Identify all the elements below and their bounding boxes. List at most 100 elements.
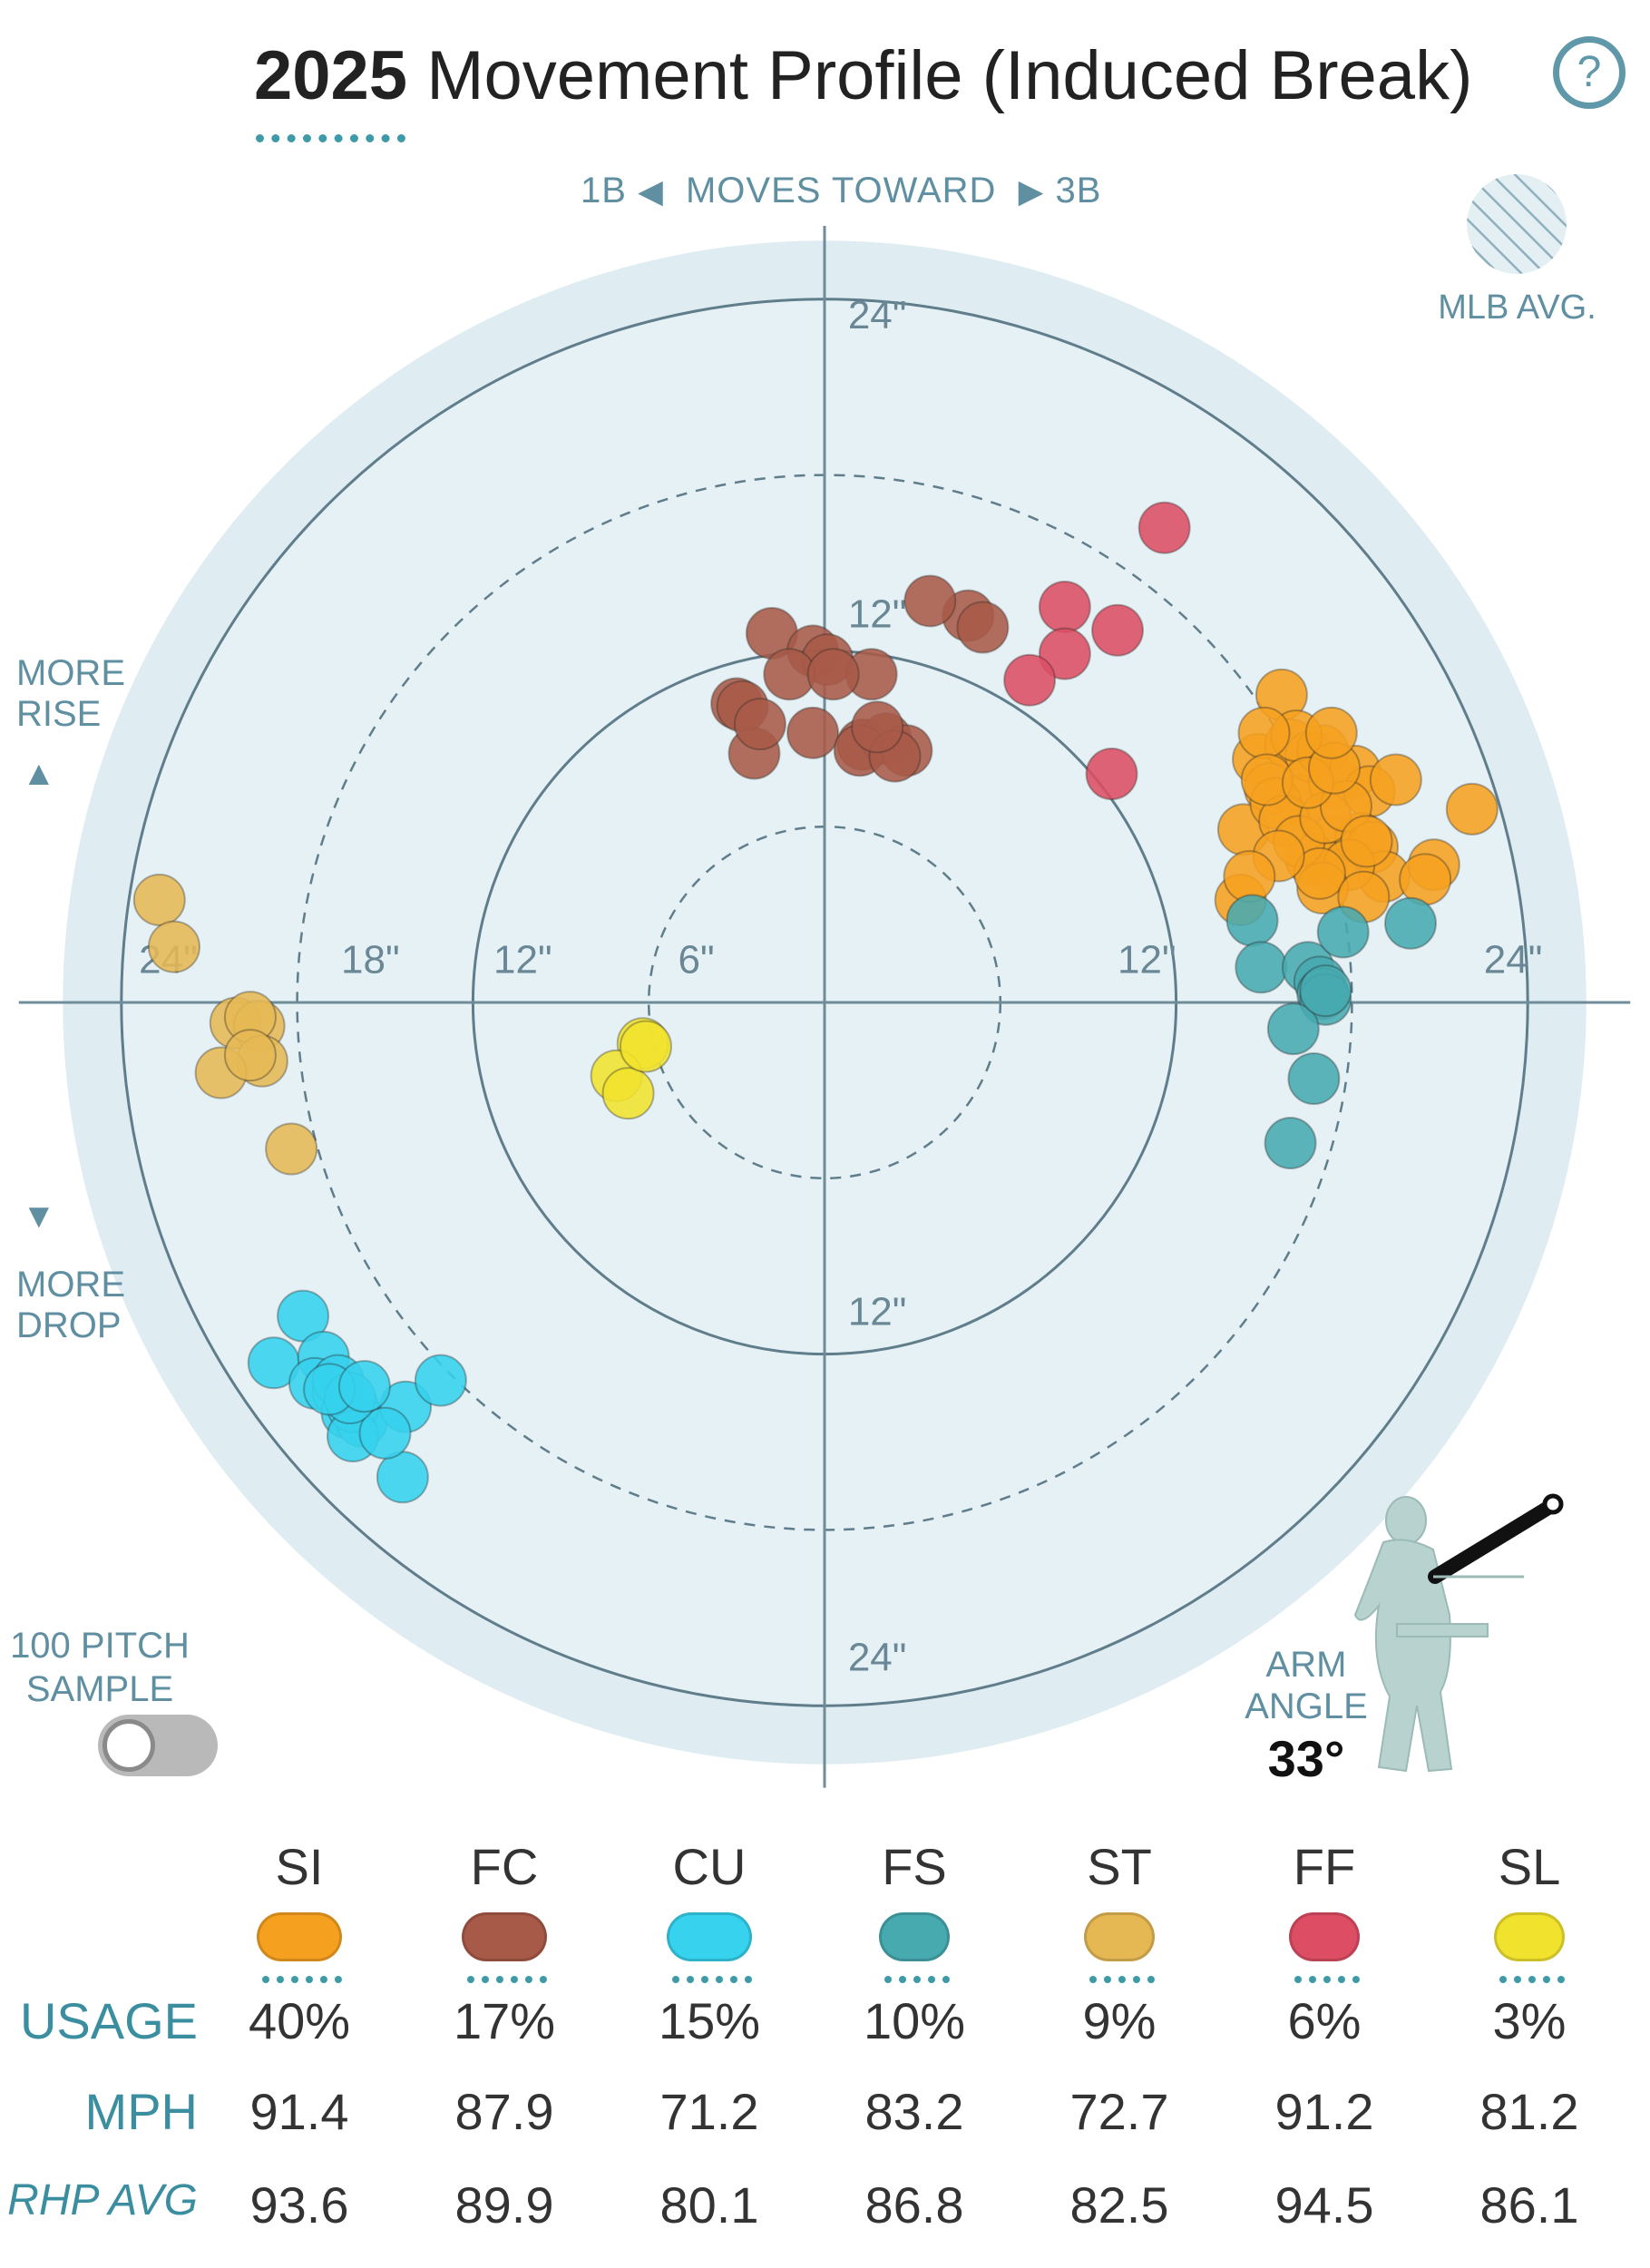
pitch-point-fc[interactable]	[733, 698, 786, 751]
toggle-knob	[103, 1719, 155, 1772]
pitch-point-fs[interactable]	[1384, 896, 1437, 950]
pitch-filter-fs[interactable]	[879, 1912, 950, 1961]
pitch-header-fc: FC	[470, 1838, 539, 1895]
ring-label: 18"	[341, 938, 400, 982]
pitch-point-fs[interactable]	[1264, 1117, 1317, 1170]
more-drop-line1: MORE	[16, 1265, 125, 1305]
arm-angle-label: ARM ANGLE	[1234, 1644, 1379, 1727]
pitch-underline-sl	[1499, 1976, 1565, 1983]
usage-cell-fc: 17%	[453, 1992, 556, 2049]
ring-label: 12"	[848, 1289, 907, 1334]
pitch-point-cu[interactable]	[414, 1354, 467, 1407]
sample-label-line2: SAMPLE	[25, 1669, 174, 1709]
pitch-point-fs[interactable]	[1225, 894, 1279, 947]
pitch-underline-st	[1089, 1976, 1155, 1983]
pitch-point-cu[interactable]	[358, 1406, 412, 1460]
usage-cell-fs: 10%	[863, 1992, 966, 2049]
pitch-point-si[interactable]	[1304, 706, 1358, 759]
rhp-avg-cell-cu: 80.1	[659, 2176, 759, 2234]
more-rise-line2: RISE	[16, 694, 102, 734]
mph-cell-st: 72.7	[1069, 2083, 1169, 2140]
plot-axes	[18, 226, 1631, 1788]
pitch-header-sl: SL	[1498, 1838, 1561, 1895]
pitch-point-st[interactable]	[132, 873, 186, 926]
mph-cell-cu: 71.2	[659, 2083, 759, 2140]
pitch-point-fs[interactable]	[1287, 1051, 1341, 1105]
pitch-point-sl[interactable]	[601, 1067, 655, 1120]
pitch-point-fc[interactable]	[903, 574, 957, 628]
pitch-point-si[interactable]	[1223, 850, 1276, 904]
pitch-point-fc[interactable]	[956, 601, 1010, 654]
pitch-point-ff[interactable]	[1038, 580, 1091, 633]
ring-label: 6"	[679, 938, 715, 982]
ring-label: 12"	[493, 938, 552, 982]
pitch-filter-cu[interactable]	[667, 1912, 752, 1961]
pitch-underline-fs	[884, 1976, 950, 1983]
page-title: 2025 Movement Profile (Induced Break)	[254, 36, 1472, 115]
title-year: 2025	[254, 37, 408, 114]
help-button[interactable]: ?	[1553, 36, 1626, 109]
rhp-avg-cell-fc: 89.9	[454, 2176, 554, 2234]
pitch-filter-sl[interactable]	[1494, 1912, 1565, 1961]
pitch-point-ff[interactable]	[1003, 653, 1057, 707]
pitch-point-sl[interactable]	[619, 1020, 672, 1073]
ring-label: 24"	[1484, 938, 1543, 982]
ring-label: 24"	[848, 1635, 907, 1679]
pitch-point-si[interactable]	[1445, 782, 1499, 836]
pitch-point-si[interactable]	[1399, 853, 1452, 906]
title-text: Movement Profile (Induced Break)	[426, 37, 1473, 114]
rhp-avg-cell-sl: 86.1	[1479, 2176, 1579, 2234]
mph-row-label: MPH	[84, 2083, 198, 2140]
pitch-point-cu[interactable]	[376, 1451, 429, 1504]
pitch-point-cu[interactable]	[337, 1360, 391, 1413]
arm-angle-line2: ANGLE	[1245, 1686, 1368, 1726]
pitch-filter-fc[interactable]	[462, 1912, 547, 1961]
pitch-filter-ff[interactable]	[1289, 1912, 1360, 1961]
pitch-point-si[interactable]	[1340, 815, 1393, 868]
pitch-point-ff[interactable]	[1085, 748, 1138, 801]
pitch-point-st[interactable]	[147, 920, 200, 973]
mph-cell-sl: 81.2	[1479, 2083, 1579, 2140]
pitch-header-fs: FS	[882, 1838, 947, 1895]
pitch-point-st[interactable]	[223, 1029, 277, 1082]
mph-cell-ff: 91.2	[1274, 2083, 1374, 2140]
more-drop-line2: DROP	[16, 1305, 122, 1345]
pitch-point-fs[interactable]	[1299, 964, 1352, 1018]
down-arrow-icon: ▼	[22, 1198, 56, 1236]
arm-angle-line	[1428, 1499, 1558, 1584]
pitcher-figure-icon	[1353, 1493, 1564, 1773]
sample-toggle[interactable]	[98, 1715, 218, 1776]
pitch-header-st: ST	[1087, 1838, 1152, 1895]
arm-angle-line1: ARM	[1265, 1645, 1347, 1685]
pitch-point-cu[interactable]	[277, 1289, 330, 1343]
pitch-filter-st[interactable]	[1084, 1912, 1155, 1961]
sample-toggle-label: 100 PITCH SAMPLE	[9, 1624, 190, 1711]
ring-label: 12"	[848, 592, 907, 637]
pitch-point-ff[interactable]	[1137, 501, 1191, 554]
pitch-point-fs[interactable]	[1316, 905, 1370, 959]
pitch-point-ff[interactable]	[1091, 603, 1144, 657]
ring-label: 24"	[848, 293, 907, 337]
pitch-point-fc[interactable]	[786, 706, 840, 759]
pitch-header-ff: FF	[1293, 1838, 1356, 1895]
pitch-point-fc[interactable]	[806, 648, 860, 701]
mph-cell-si: 91.4	[249, 2083, 349, 2140]
direction-middle: MOVES TOWARD	[685, 171, 997, 210]
usage-cell-cu: 15%	[658, 1992, 761, 2049]
ring-label: 12"	[1118, 938, 1176, 982]
pitch-point-si[interactable]	[1237, 706, 1291, 759]
pitch-point-ff[interactable]	[1038, 627, 1091, 680]
more-drop-label: MORE DROP	[16, 1265, 125, 1346]
usage-row-label: USAGE	[19, 1992, 198, 2049]
mlb-avg-legend-swatch	[1467, 174, 1567, 274]
pitch-filter-si[interactable]	[257, 1912, 342, 1961]
direction-left: 1B	[581, 171, 627, 210]
pitch-point-si[interactable]	[1369, 753, 1422, 807]
pitch-point-st[interactable]	[265, 1122, 318, 1176]
pitch-point-fs[interactable]	[1235, 941, 1288, 994]
pitch-underline-ff	[1294, 1976, 1360, 1983]
pitch-point-fs[interactable]	[1266, 1002, 1320, 1056]
more-rise-line1: MORE	[16, 653, 125, 693]
pitch-point-fc[interactable]	[851, 700, 904, 754]
